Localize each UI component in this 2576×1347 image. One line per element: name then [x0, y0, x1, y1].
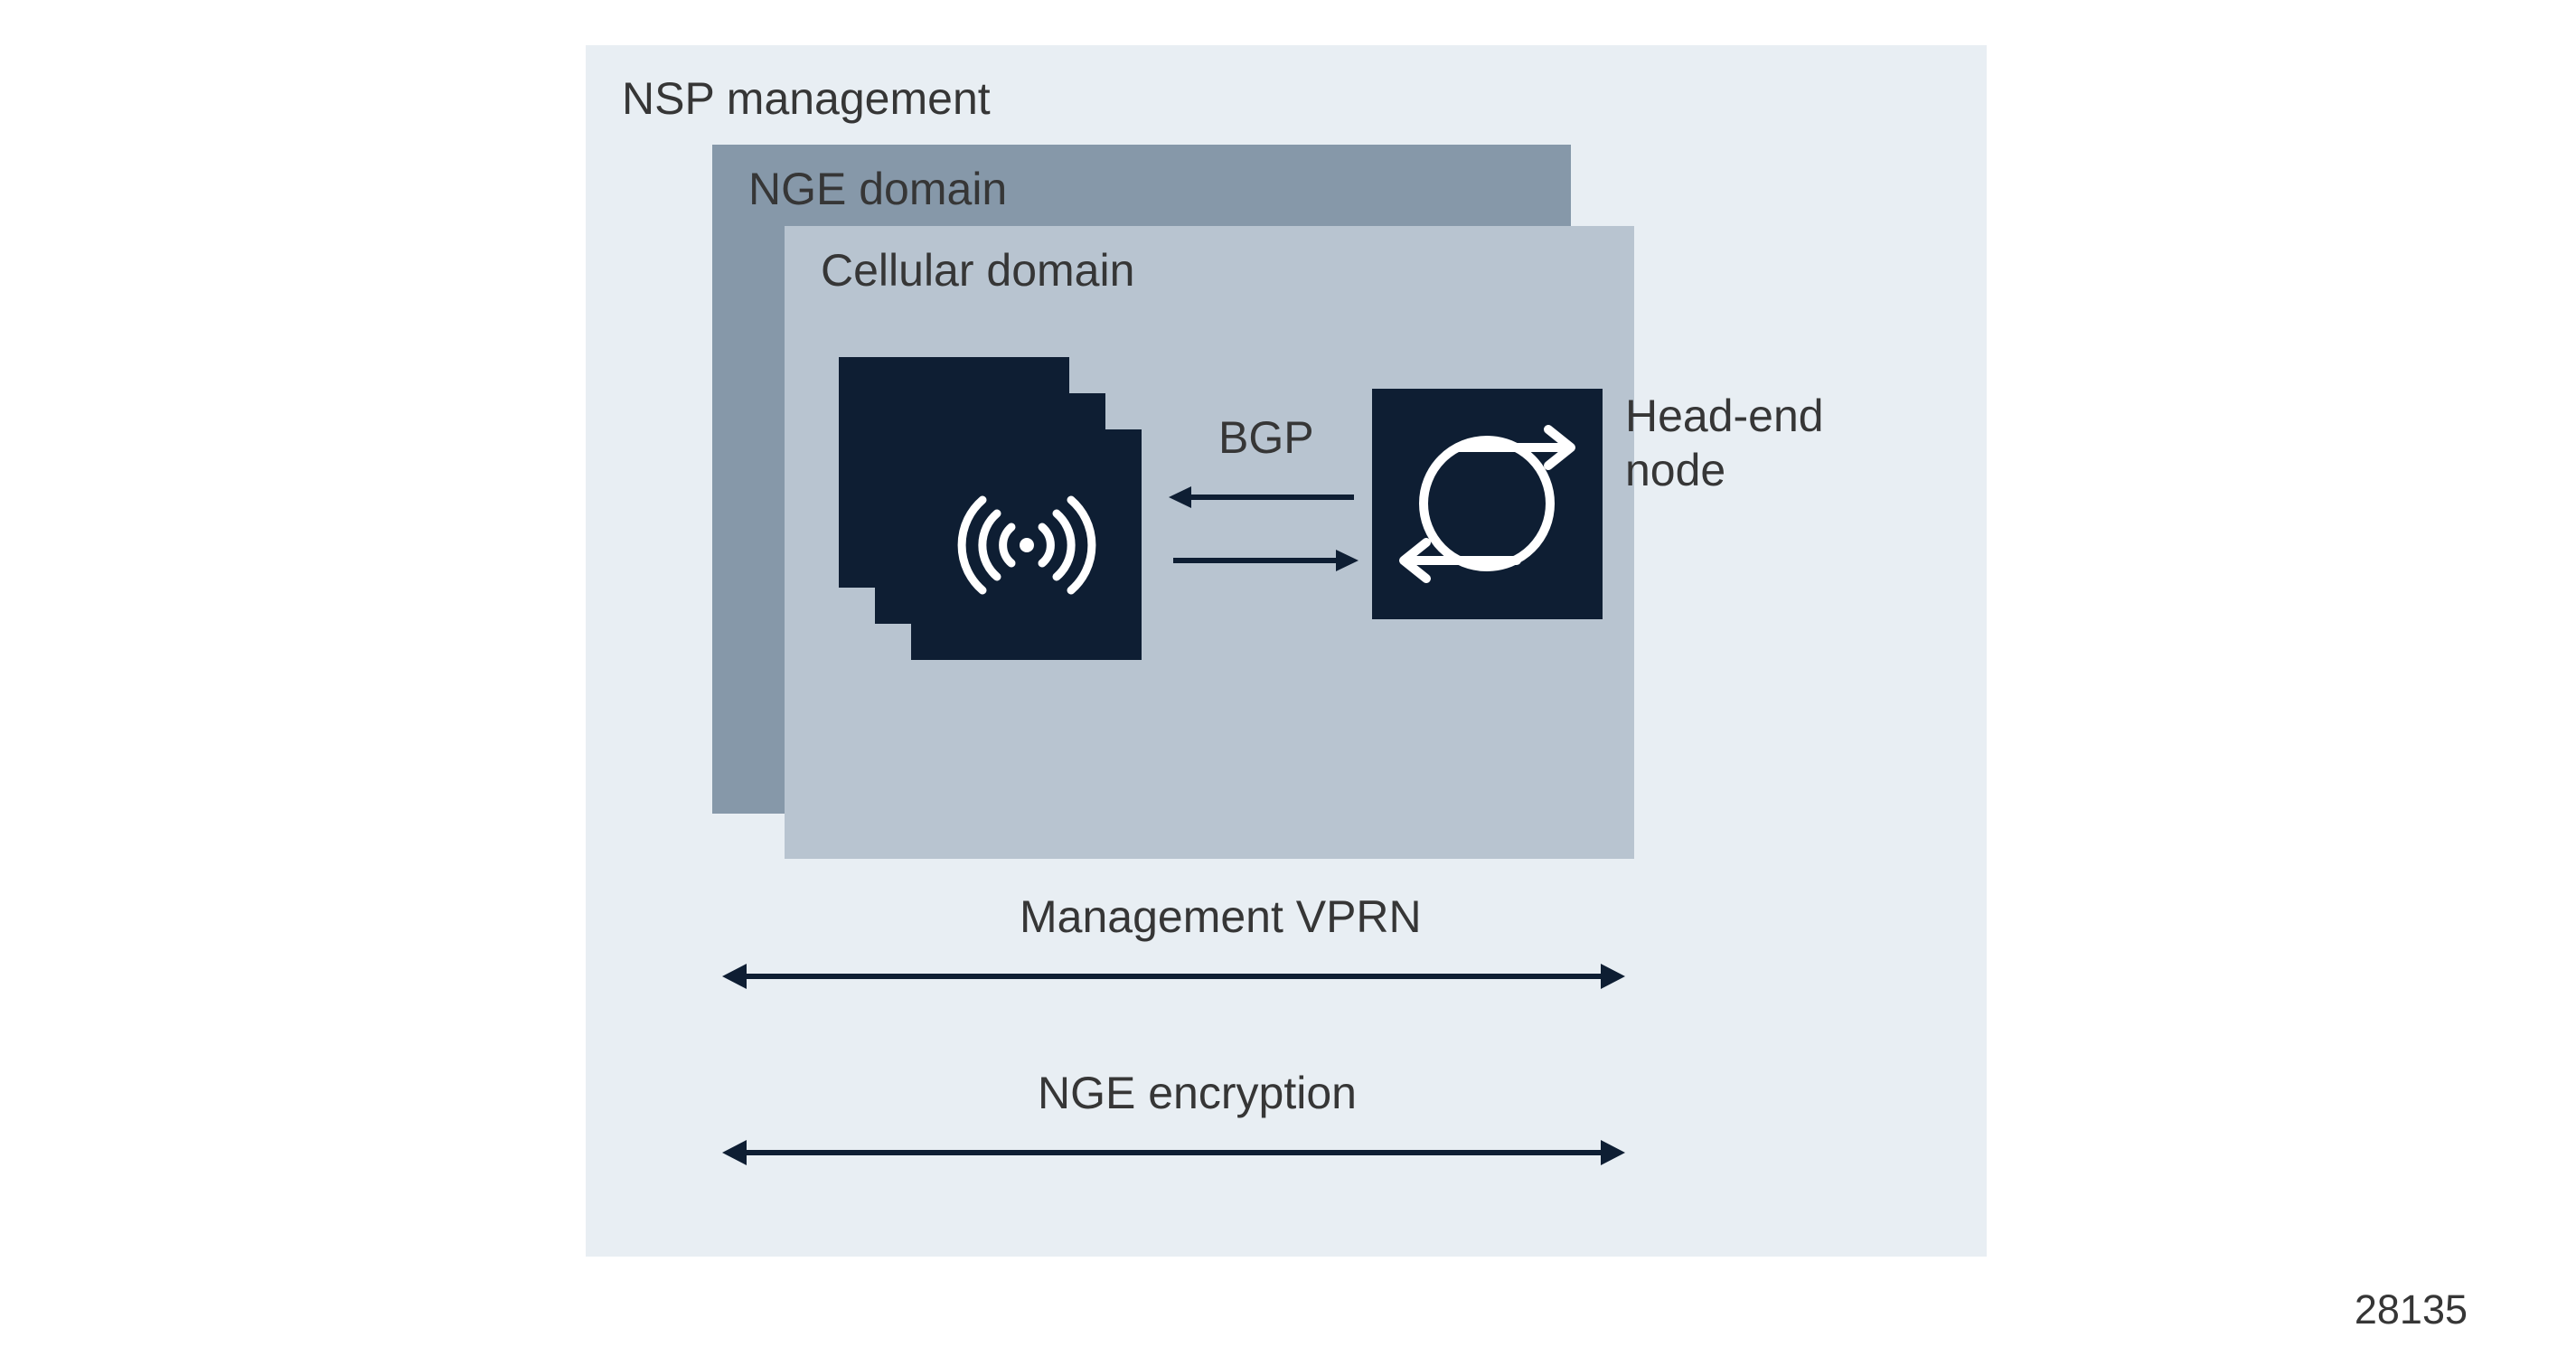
head-end-label-line2: node [1625, 445, 1725, 495]
bgp-arrow-left-icon [1164, 479, 1363, 515]
wireless-node-box [911, 429, 1142, 660]
nge-encryption-span-arrow-icon [719, 1135, 1628, 1171]
router-icon [1372, 389, 1603, 619]
cellular-domain-label: Cellular domain [821, 244, 1134, 297]
bgp-protocol-label: BGP [1218, 411, 1314, 464]
head-end-node-label: Head-end node [1625, 389, 1824, 497]
diagram-outer-box: NSP management NGE domain Cellular domai… [586, 45, 1987, 1257]
nsp-management-label: NSP management [622, 72, 991, 125]
management-vprn-label: Management VPRN [1020, 890, 1422, 943]
nge-encryption-label: NGE encryption [1038, 1067, 1357, 1119]
figure-number: 28135 [2355, 1286, 2468, 1333]
head-end-node-box [1372, 389, 1603, 619]
nge-domain-label: NGE domain [748, 163, 1007, 215]
bgp-arrow-right-icon [1164, 542, 1363, 579]
head-end-label-line1: Head-end [1625, 391, 1824, 441]
management-vprn-span-arrow-icon [719, 958, 1628, 994]
wireless-signal-icon [950, 486, 1104, 604]
